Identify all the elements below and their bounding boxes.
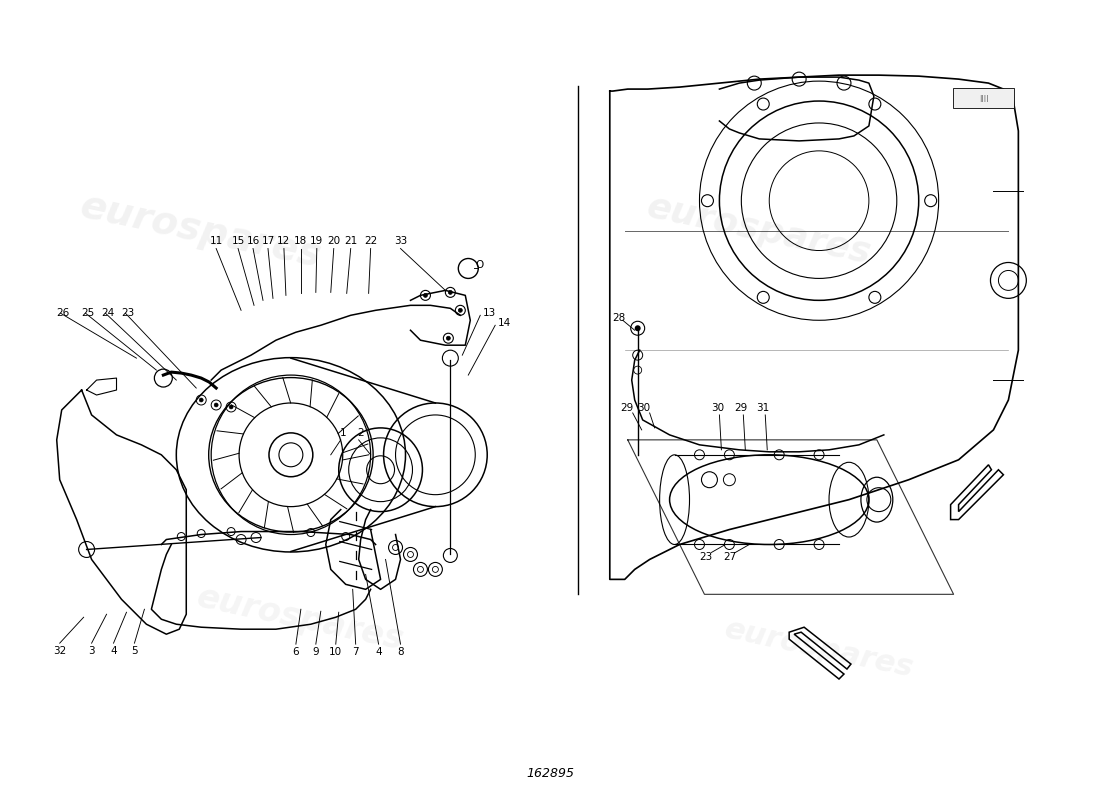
Circle shape	[199, 398, 204, 402]
Text: 31: 31	[757, 403, 770, 413]
Text: 29: 29	[620, 403, 634, 413]
Text: 29: 29	[735, 403, 748, 413]
Text: 10: 10	[329, 647, 342, 657]
Text: 7: 7	[352, 647, 359, 657]
Text: 8: 8	[397, 647, 404, 657]
Text: O: O	[475, 261, 484, 270]
Circle shape	[424, 294, 428, 298]
Text: eurospares: eurospares	[722, 615, 916, 683]
Text: 15: 15	[231, 235, 244, 246]
Text: 24: 24	[101, 308, 114, 318]
Text: eurospares: eurospares	[77, 186, 326, 274]
Text: 17: 17	[262, 235, 275, 246]
Circle shape	[459, 308, 462, 312]
Text: 2: 2	[358, 428, 364, 438]
Text: 20: 20	[327, 235, 340, 246]
Text: eurospares: eurospares	[644, 190, 875, 271]
Text: 4: 4	[375, 647, 382, 657]
Circle shape	[447, 336, 450, 340]
Text: 25: 25	[81, 308, 95, 318]
Text: 33: 33	[394, 235, 407, 246]
Circle shape	[635, 326, 640, 331]
Text: 9: 9	[312, 647, 319, 657]
Text: 18: 18	[294, 235, 308, 246]
Text: 1: 1	[340, 428, 346, 438]
Text: 5: 5	[131, 646, 138, 656]
Text: eurospares: eurospares	[195, 581, 407, 658]
Text: 30: 30	[711, 403, 724, 413]
Text: 13: 13	[483, 308, 496, 318]
Text: 28: 28	[612, 314, 625, 323]
Text: 6: 6	[293, 647, 299, 657]
Text: 19: 19	[310, 235, 323, 246]
Text: 11: 11	[209, 235, 223, 246]
Text: ||||: ||||	[979, 94, 988, 102]
Text: 16: 16	[246, 235, 260, 246]
Text: 4: 4	[110, 646, 117, 656]
Circle shape	[214, 403, 218, 407]
Circle shape	[449, 290, 452, 294]
Text: 12: 12	[277, 235, 290, 246]
Text: 21: 21	[344, 235, 358, 246]
Text: 23: 23	[121, 308, 134, 318]
Text: 162895: 162895	[526, 767, 574, 780]
Text: 22: 22	[364, 235, 377, 246]
Text: 32: 32	[53, 646, 66, 656]
Circle shape	[229, 405, 233, 409]
Text: 26: 26	[57, 308, 70, 318]
Text: 27: 27	[723, 553, 736, 562]
FancyBboxPatch shape	[953, 88, 1014, 108]
Text: 14: 14	[498, 318, 512, 328]
Text: 3: 3	[88, 646, 95, 656]
Text: 23: 23	[698, 553, 712, 562]
Text: 30: 30	[637, 403, 650, 413]
